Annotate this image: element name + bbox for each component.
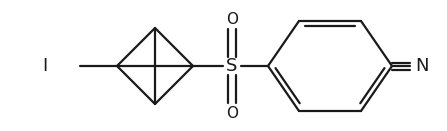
Text: O: O <box>226 12 238 26</box>
Text: S: S <box>226 57 238 75</box>
Text: N: N <box>415 57 429 75</box>
Text: O: O <box>226 105 238 121</box>
Text: I: I <box>42 57 48 75</box>
